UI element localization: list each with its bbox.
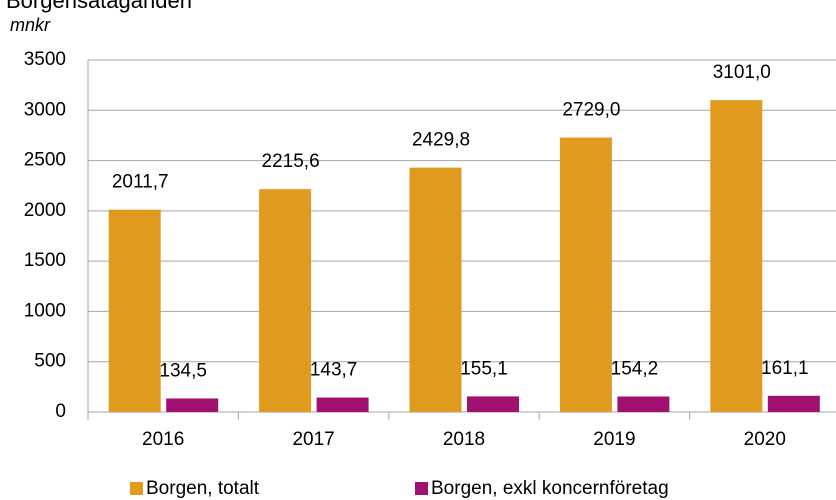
bar xyxy=(108,209,161,412)
bar xyxy=(166,398,219,412)
y-tick-label: 3500 xyxy=(24,49,66,70)
data-label: 2011,7 xyxy=(112,172,169,193)
data-label: 2215,6 xyxy=(262,151,320,172)
x-tick-label: 2019 xyxy=(593,429,635,450)
data-label: 3101,0 xyxy=(713,62,771,83)
legend-label: Borgen, totalt xyxy=(146,478,260,499)
legend-swatch xyxy=(415,482,428,495)
bar xyxy=(767,395,820,412)
y-tick-label: 2500 xyxy=(24,150,66,171)
bar xyxy=(617,396,670,412)
data-label: 2729,0 xyxy=(562,100,620,121)
x-tick-label: 2018 xyxy=(443,429,485,450)
y-tick-label: 3000 xyxy=(24,99,66,120)
y-tick-label: 2000 xyxy=(24,200,66,221)
chart-subtitle: mnkr xyxy=(10,15,51,35)
bar xyxy=(259,189,312,412)
x-tick-label: 2016 xyxy=(142,429,184,450)
data-label: 143,7 xyxy=(310,360,358,381)
data-label: 154,2 xyxy=(611,359,659,380)
data-label: 161,1 xyxy=(761,358,809,379)
chart-title: Borgensåtaganden xyxy=(6,0,192,13)
data-label: 2429,8 xyxy=(412,130,470,151)
data-label: 155,1 xyxy=(460,358,508,379)
bar xyxy=(316,397,369,412)
bar xyxy=(467,396,519,412)
legend-label: Borgen, exkl koncernföretag xyxy=(431,478,669,499)
x-tick-label: 2020 xyxy=(744,429,786,450)
y-tick-label: 500 xyxy=(34,351,66,372)
y-tick-label: 1000 xyxy=(24,300,66,321)
bar xyxy=(710,100,763,413)
data-label: 134,5 xyxy=(159,360,207,381)
legend-swatch xyxy=(130,482,143,495)
x-tick-label: 2017 xyxy=(292,429,334,450)
bar xyxy=(559,137,612,412)
y-tick-label: 0 xyxy=(55,401,66,422)
y-tick-label: 1500 xyxy=(24,250,66,271)
bar xyxy=(409,167,462,412)
